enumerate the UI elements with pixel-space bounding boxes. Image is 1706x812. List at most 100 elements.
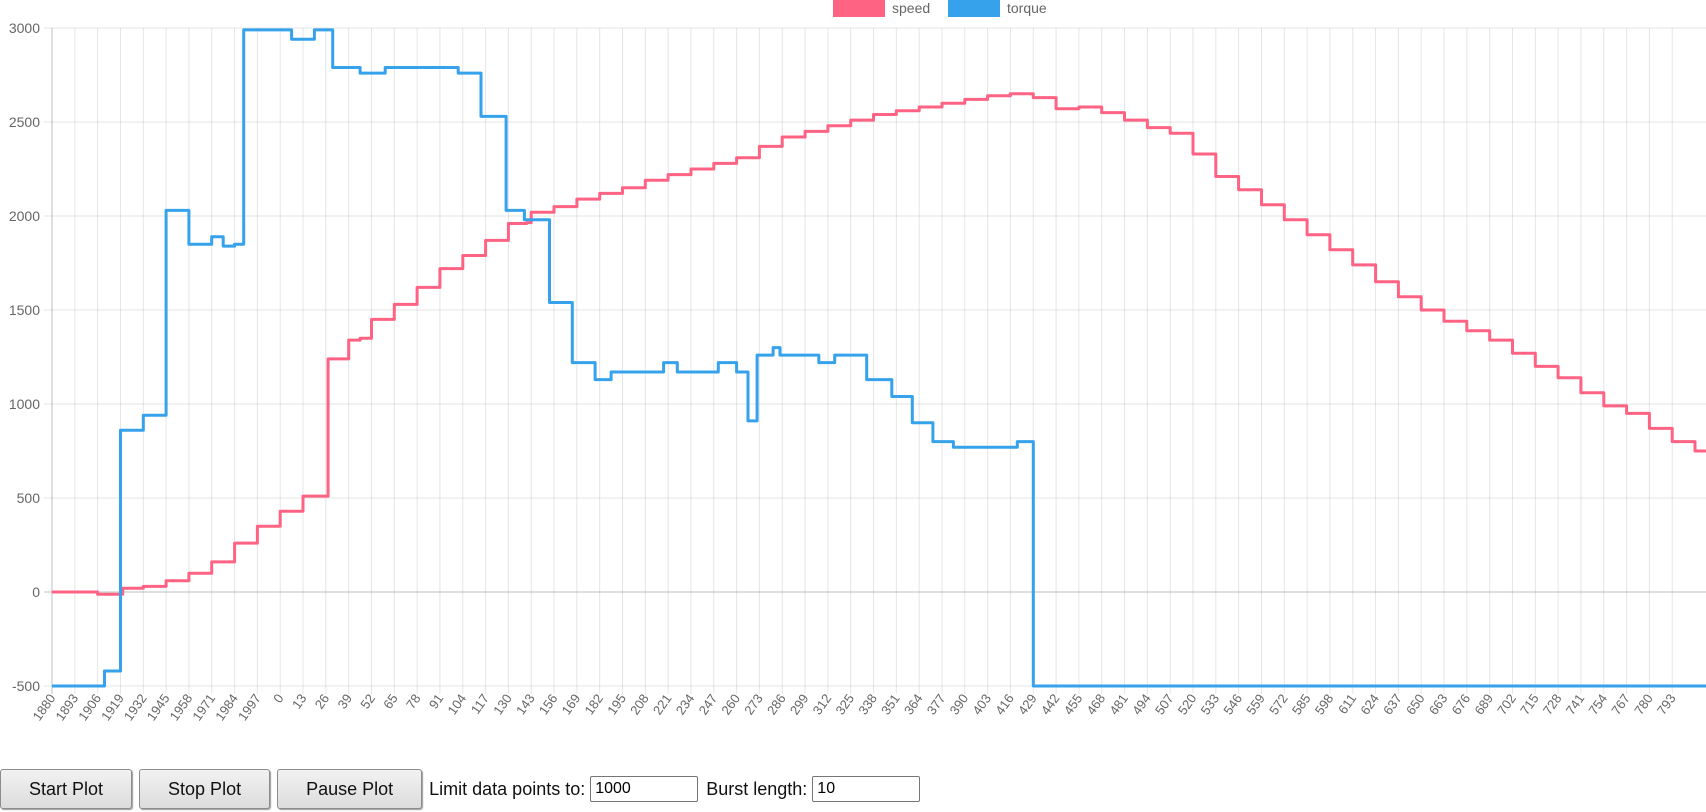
series-lines [52, 28, 1706, 688]
y-tick-label: -500 [12, 678, 40, 694]
x-tick-label: 13 [289, 691, 310, 711]
x-tick-label: 377 [924, 691, 949, 717]
x-tick-label: 650 [1403, 691, 1428, 717]
x-tick-label: 637 [1380, 691, 1405, 717]
torque-series-line [52, 28, 1706, 688]
legend-label: torque [1007, 0, 1047, 16]
x-tick-label: 182 [581, 691, 606, 717]
legend-item-torque[interactable]: torque [948, 0, 1047, 17]
plot-controls: Start Plot Stop Plot Pause Plot Limit da… [0, 769, 928, 809]
x-tick-label: 1997 [235, 691, 264, 723]
burst-length-input[interactable] [812, 776, 921, 802]
x-tick-label: 1919 [98, 691, 127, 723]
pause-plot-button[interactable]: Pause Plot [277, 769, 423, 809]
y-tick-label: 500 [17, 490, 41, 506]
x-tick-label: 442 [1038, 691, 1063, 717]
x-tick-label: 1932 [121, 691, 150, 723]
x-tick-label: 494 [1129, 691, 1154, 717]
x-tick-label: 156 [536, 691, 561, 717]
x-tick-label: 754 [1585, 691, 1610, 717]
x-tick-label: 247 [696, 691, 721, 717]
legend-swatch [948, 0, 1000, 17]
x-tick-label: 429 [1015, 691, 1040, 717]
chart-area: 3000 2500 2000 1500 1000 500 0 -500 1880 1893 190… [9, 0, 1706, 723]
x-tick-label: 468 [1083, 691, 1108, 717]
x-tick-label: 598 [1312, 691, 1337, 717]
x-tick-label: 793 [1654, 691, 1679, 717]
x-tick-label: 1971 [189, 691, 218, 723]
y-tick-label: 2500 [9, 114, 40, 130]
x-tick-label: 1984 [212, 691, 241, 723]
x-axis: 1880189319061919193219451958197119841997… [30, 691, 1679, 723]
x-tick-label: 572 [1266, 691, 1291, 717]
x-tick-label: 91 [426, 691, 447, 711]
x-tick-label: 780 [1631, 691, 1656, 717]
x-tick-label: 1880 [30, 691, 59, 723]
x-tick-label: 728 [1540, 691, 1565, 717]
speed-series-line [52, 92, 1706, 596]
legend-swatch [833, 0, 885, 17]
x-tick-label: 0 [270, 691, 286, 706]
x-tick-label: 312 [810, 691, 835, 717]
y-tick-label: 1500 [9, 302, 40, 318]
x-tick-label: 611 [1335, 691, 1359, 717]
x-tick-label: 195 [604, 691, 629, 717]
x-tick-label: 455 [1061, 691, 1086, 717]
x-tick-label: 585 [1289, 691, 1314, 717]
stop-plot-button[interactable]: Stop Plot [139, 769, 271, 809]
line-chart: 3000 2500 2000 1500 1000 500 0 -500 18801893190… [9, 0, 1706, 723]
x-tick-label: 520 [1175, 691, 1200, 717]
x-tick-label: 546 [1220, 691, 1245, 717]
x-tick-label: 559 [1243, 691, 1268, 717]
x-tick-label: 676 [1449, 691, 1474, 717]
y-tick-label: 2000 [9, 208, 40, 224]
x-tick-label: 351 [878, 691, 903, 717]
x-tick-label: 1893 [52, 691, 81, 723]
y-tick-label: 1000 [9, 396, 40, 412]
x-tick-label: 39 [335, 691, 356, 711]
x-tick-label: 130 [490, 691, 515, 717]
x-tick-label: 286 [764, 691, 789, 717]
x-tick-label: 741 [1563, 691, 1588, 717]
x-tick-label: 65 [380, 691, 401, 711]
x-tick-label: 533 [1198, 691, 1223, 717]
x-tick-label: 208 [627, 691, 652, 717]
x-tick-label: 624 [1357, 691, 1382, 717]
x-tick-label: 481 [1106, 691, 1131, 717]
limit-data-points-input[interactable] [590, 776, 699, 802]
x-tick-label: 1906 [75, 691, 104, 723]
x-tick-label: 416 [992, 691, 1017, 717]
legend[interactable]: speed torque [833, 0, 1047, 17]
x-tick-label: 403 [969, 691, 994, 717]
x-tick-label: 767 [1608, 691, 1633, 717]
x-tick-label: 52 [357, 691, 378, 711]
x-tick-label: 234 [673, 691, 698, 717]
x-tick-label: 221 [650, 691, 675, 717]
start-plot-button[interactable]: Start Plot [0, 769, 133, 809]
x-tick-label: 273 [741, 691, 766, 717]
x-tick-label: 299 [787, 691, 812, 717]
x-tick-label: 702 [1494, 691, 1519, 717]
x-tick-label: 104 [444, 691, 469, 717]
x-tick-label: 325 [832, 691, 857, 717]
legend-item-speed[interactable]: speed [833, 0, 930, 17]
legend-label: speed [892, 0, 930, 16]
y-tick-label: 3000 [9, 20, 40, 36]
x-tick-label: 715 [1517, 691, 1542, 717]
x-tick-label: 143 [513, 691, 538, 717]
x-tick-label: 390 [947, 691, 972, 717]
x-tick-label: 338 [855, 691, 880, 717]
x-tick-label: 260 [718, 691, 743, 717]
x-tick-label: 169 [559, 691, 584, 717]
grid [44, 27, 1706, 694]
x-tick-label: 507 [1152, 691, 1177, 717]
limit-data-points-label: Limit data points to: [429, 778, 586, 799]
y-axis: 3000 2500 2000 1500 1000 500 0 -500 [9, 20, 40, 694]
x-tick-label: 1958 [167, 691, 196, 723]
burst-length-label: Burst length: [706, 778, 808, 799]
x-tick-label: 663 [1426, 691, 1451, 717]
x-tick-label: 1945 [144, 691, 173, 723]
x-tick-label: 117 [468, 691, 492, 717]
y-tick-label: 0 [32, 584, 40, 600]
x-tick-label: 78 [403, 691, 424, 711]
